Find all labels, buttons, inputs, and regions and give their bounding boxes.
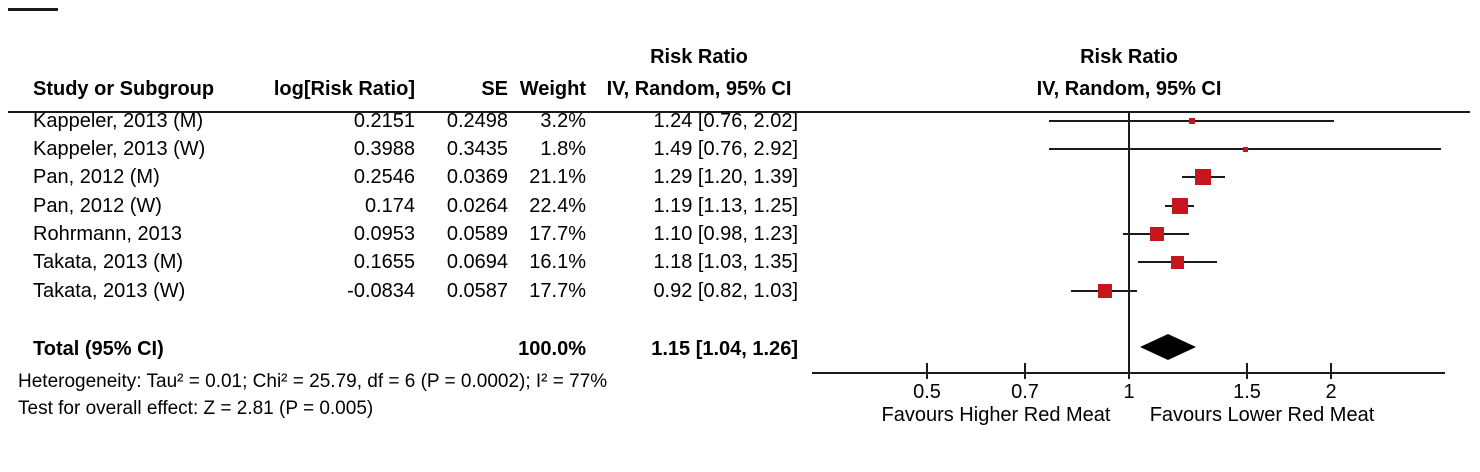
effect-square-marker: [1243, 147, 1248, 152]
log-rr-value: 0.3988: [353, 138, 415, 160]
weight-value: 21.1%: [529, 166, 586, 188]
study-label: Rohrmann, 2013: [33, 223, 182, 245]
effect-square-marker: [1098, 284, 1112, 298]
col-header-log-risk-ratio: log[Risk Ratio]: [273, 78, 415, 100]
weight-value: 3.2%: [540, 110, 586, 132]
plot-header-measure: Risk Ratio: [1080, 46, 1178, 68]
top-left-line: [8, 8, 58, 11]
weight-value: 17.7%: [529, 280, 586, 302]
axis-tick-label: 2: [1325, 381, 1337, 403]
col-header-se: SE: [481, 78, 508, 100]
axis-tick-label: 0.7: [1011, 381, 1039, 403]
log-rr-value: -0.0834: [347, 280, 415, 302]
plot-header-model: IV, Random, 95% CI: [1036, 78, 1222, 100]
header-rule: [8, 111, 1470, 113]
axis-tick-label: 1.5: [1233, 381, 1261, 403]
ci-text: 0.92 [0.82, 1.03]: [653, 280, 798, 302]
ci-text: 1.29 [1.20, 1.39]: [653, 166, 798, 188]
weight-value: 22.4%: [529, 195, 586, 217]
log-rr-value: 0.2546: [353, 166, 415, 188]
favours-left-label: Favours Higher Red Meat: [881, 404, 1111, 426]
se-value: 0.3435: [446, 138, 508, 160]
axis-tick: [1128, 363, 1130, 379]
effect-square-marker: [1171, 256, 1184, 269]
axis-tick-label: 1: [1123, 381, 1135, 403]
no-effect-line: [1128, 113, 1130, 374]
log-rr-value: 0.1655: [353, 251, 415, 273]
log-rr-value: 0.2151: [353, 110, 415, 132]
ci-text: 1.10 [0.98, 1.23]: [653, 223, 798, 245]
col-header-weight: Weight: [519, 78, 586, 100]
study-label: Kappeler, 2013 (M): [33, 110, 204, 132]
overall-effect-text: Test for overall effect: Z = 2.81 (P = 0…: [18, 398, 374, 419]
axis-tick: [1330, 363, 1332, 379]
se-value: 0.0587: [446, 280, 508, 302]
study-label: Pan, 2012 (W): [33, 195, 162, 217]
se-value: 0.0589: [446, 223, 508, 245]
se-value: 0.0264: [446, 195, 508, 217]
effect-col-header-model: IV, Random, 95% CI: [606, 78, 792, 100]
favours-right-label: Favours Lower Red Meat: [1149, 404, 1375, 426]
study-label: Kappeler, 2013 (W): [33, 138, 206, 160]
col-header-study: Study or Subgroup: [33, 78, 215, 100]
ci-text: 1.49 [0.76, 2.92]: [653, 138, 798, 160]
axis-tick: [926, 363, 928, 379]
heterogeneity-text: Heterogeneity: Tau² = 0.01; Chi² = 25.79…: [18, 371, 608, 392]
axis-tick: [1246, 363, 1248, 379]
effect-col-header-measure: Risk Ratio: [650, 46, 748, 68]
axis-tick-label: 0.5: [913, 381, 941, 403]
log-rr-value: 0.174: [364, 195, 415, 217]
ci-text: 1.18 [1.03, 1.35]: [653, 251, 798, 273]
total-ci: 1.15 [1.04, 1.26]: [651, 338, 798, 360]
effect-square-marker: [1195, 169, 1211, 185]
weight-value: 17.7%: [529, 223, 586, 245]
total-label: Total (95% CI): [33, 338, 164, 360]
weight-value: 16.1%: [529, 251, 586, 273]
effect-square-marker: [1150, 227, 1164, 241]
total-weight: 100.0%: [518, 338, 586, 360]
ci-text: 1.19 [1.13, 1.25]: [653, 195, 798, 217]
axis-tick: [1024, 363, 1026, 379]
se-value: 0.2498: [446, 110, 508, 132]
effect-square-marker: [1172, 198, 1188, 214]
weight-value: 1.8%: [540, 138, 586, 160]
study-label: Pan, 2012 (M): [33, 166, 160, 188]
se-value: 0.0694: [446, 251, 508, 273]
ci-text: 1.24 [0.76, 2.02]: [653, 110, 798, 132]
study-label: Takata, 2013 (W): [33, 280, 186, 302]
study-label: Takata, 2013 (M): [33, 251, 184, 273]
pooled-diamond-marker: [1140, 334, 1196, 360]
log-rr-value: 0.0953: [353, 223, 415, 245]
effect-square-marker: [1189, 118, 1195, 124]
se-value: 0.0369: [446, 166, 508, 188]
